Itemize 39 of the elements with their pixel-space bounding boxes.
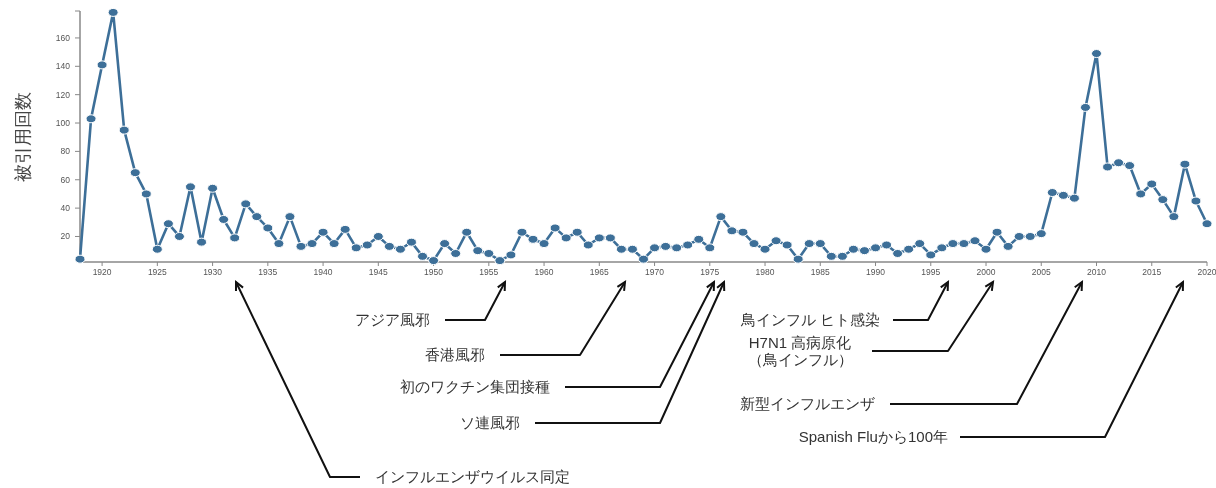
x-tick-label: 1950 <box>424 267 444 277</box>
x-tick-label: 2005 <box>1031 267 1051 277</box>
text: 新型インフルエンザ <box>740 395 875 412</box>
x-tick-label: 1995 <box>921 267 941 277</box>
y-axis-title: 被引用回数 <box>13 91 33 182</box>
x-tick-label: 2020 <box>1197 267 1216 277</box>
x-tick-label: 1975 <box>700 267 720 277</box>
x-tick-label: 2015 <box>1142 267 1162 277</box>
x-tick-label: 1990 <box>866 267 886 277</box>
x-tick-label: 1980 <box>755 267 775 277</box>
x-tick-label: 1970 <box>645 267 665 277</box>
x-tick-label: 1965 <box>589 267 610 277</box>
y-tick-label: 100 <box>55 118 71 129</box>
y-tick-label: 120 <box>55 89 71 100</box>
x-tick-label: 1955 <box>479 267 499 277</box>
x-tick-label: 1940 <box>313 267 333 277</box>
text: 香港風邪 <box>425 346 485 363</box>
x-tick-label: 1960 <box>534 267 554 277</box>
text: 初のワクチン集団接種 <box>400 378 550 395</box>
x-tick-label: 1985 <box>810 267 831 277</box>
text: インフルエンザウイルス同定 <box>375 468 570 485</box>
y-tick-label: 80 <box>60 146 71 157</box>
x-tick-label: 1930 <box>203 267 223 277</box>
text: 鳥インフル ヒト感染 <box>739 311 880 328</box>
y-tick-label: 40 <box>60 203 71 214</box>
text: ソ連風邪 <box>460 414 520 431</box>
y-tick-label: 140 <box>55 61 71 72</box>
x-tick-label: 2010 <box>1087 267 1107 277</box>
y-tick-label: 20 <box>60 231 71 242</box>
text: H7N1 高病原化（鳥インフル） <box>747 333 853 368</box>
y-tick-label: 60 <box>60 174 71 185</box>
x-tick-label: 1935 <box>258 267 278 277</box>
x-tick-label: 1920 <box>92 267 112 277</box>
x-tick-label: 1945 <box>368 267 389 277</box>
text: Spanish Fluから100年 <box>798 428 948 445</box>
x-tick-label: 1925 <box>147 267 168 277</box>
y-tick-label: 160 <box>55 32 71 43</box>
x-tick-label: 2000 <box>976 267 996 277</box>
text: アジア風邪 <box>355 311 430 328</box>
